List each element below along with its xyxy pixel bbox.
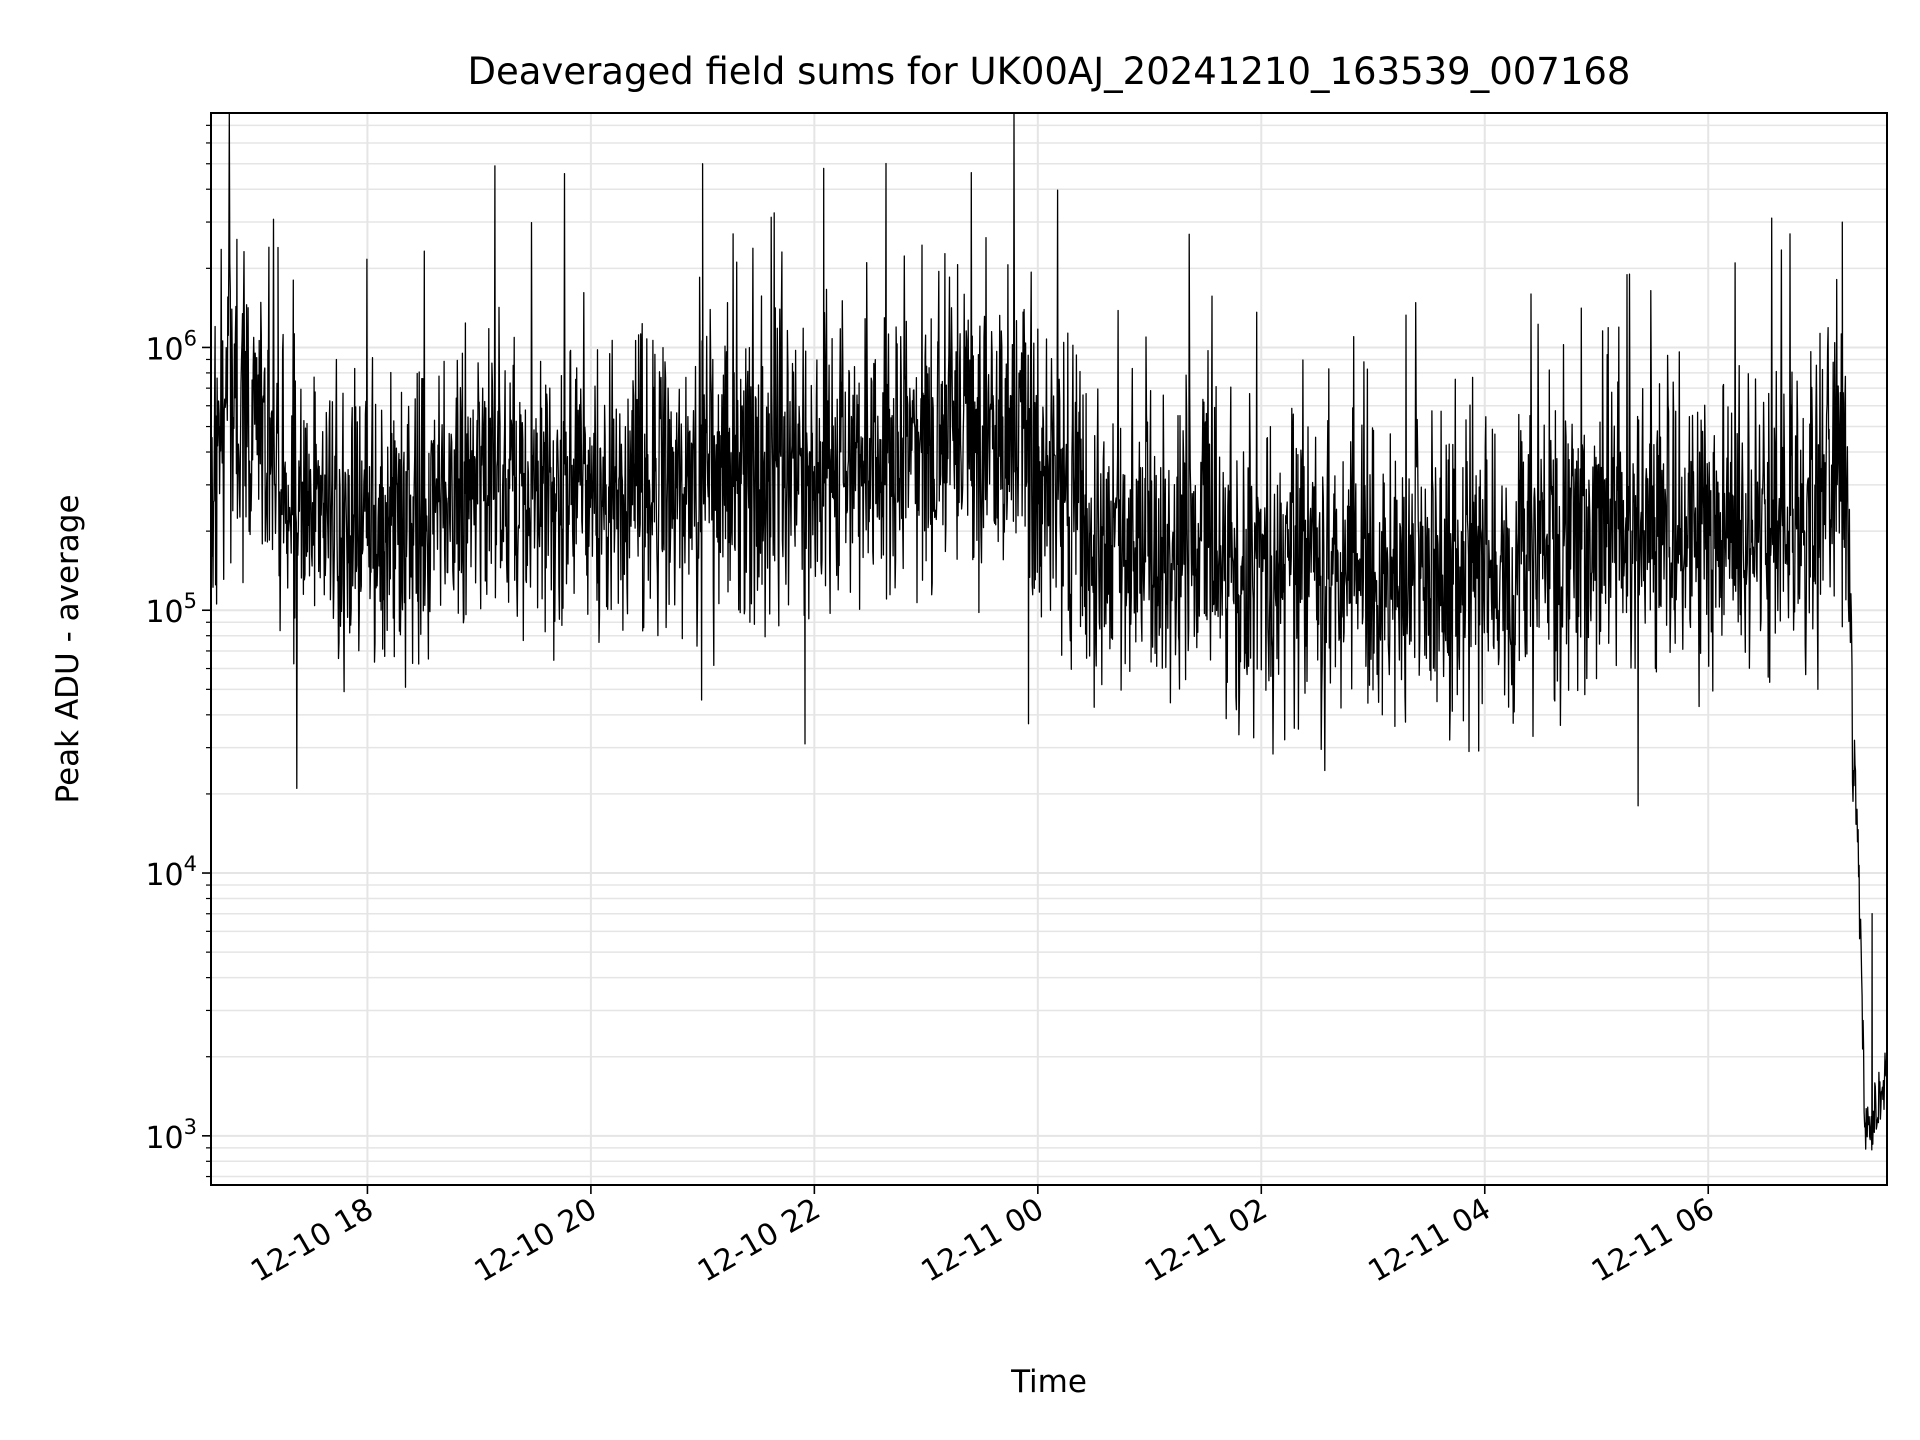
series-line [210, 112, 1888, 1151]
y-tick-label: 106 [145, 326, 197, 367]
x-axis-label: Time [1010, 1364, 1087, 1400]
y-tick-label: 104 [145, 852, 197, 893]
chart-title: Deaveraged field sums for UK00AJ_2024121… [468, 50, 1631, 93]
y-tick-label: 105 [145, 589, 197, 630]
y-tick-label: 103 [145, 1115, 197, 1156]
data-layer [210, 112, 1888, 1151]
plot-frame [210, 112, 1888, 1186]
y-axis-label: Peak ADU - average [50, 494, 86, 803]
